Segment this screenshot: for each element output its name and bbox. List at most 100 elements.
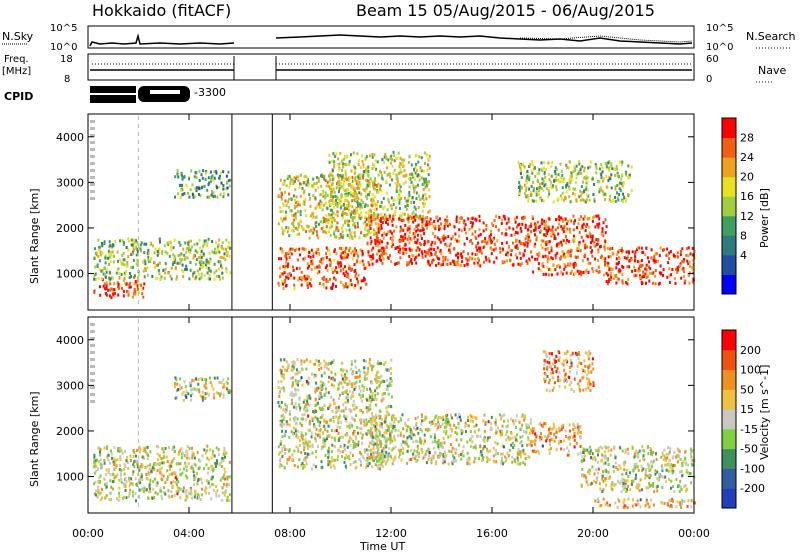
power-echo-cell bbox=[208, 261, 211, 265]
power-echo-cell bbox=[340, 264, 342, 268]
power-echo-cell bbox=[163, 244, 166, 248]
power-echo-cell bbox=[96, 251, 99, 255]
velocity-echo-cell bbox=[341, 385, 344, 389]
velocity-echo-cell bbox=[474, 456, 477, 460]
power-echo-cell bbox=[136, 247, 139, 251]
power-echo-cell bbox=[518, 192, 521, 196]
power-echo-cell bbox=[580, 185, 583, 189]
power-echo-cell bbox=[324, 191, 327, 195]
power-echo-cell bbox=[396, 180, 399, 184]
power-echo-cell bbox=[209, 170, 212, 174]
power-echo-cell bbox=[130, 253, 133, 257]
power-echo-cell bbox=[286, 230, 289, 234]
velocity-echo-cell bbox=[129, 454, 132, 458]
power-echo-cell bbox=[449, 251, 452, 255]
power-echo-cell bbox=[397, 197, 400, 201]
velocity-echo-cell bbox=[308, 422, 311, 426]
power-echo-cell bbox=[359, 166, 362, 169]
power-echo-cell bbox=[407, 220, 410, 224]
power-echo-cell bbox=[349, 278, 352, 282]
velocity-echo-cell bbox=[309, 440, 311, 444]
power-echo-cell bbox=[314, 215, 317, 219]
velocity-echo-cell bbox=[281, 375, 284, 379]
nsearch-trace bbox=[519, 35, 693, 43]
power-echo-cell bbox=[319, 199, 322, 203]
power-echo-cell bbox=[682, 260, 685, 264]
power-echo-cell bbox=[354, 283, 357, 287]
power-echo-cell bbox=[586, 245, 589, 249]
power-echo-cell bbox=[319, 220, 322, 224]
power-echo-cell bbox=[565, 190, 568, 194]
power-echo-cell bbox=[670, 273, 673, 277]
power-echo-cell bbox=[426, 168, 429, 172]
power-echo-cell bbox=[396, 156, 399, 160]
power-echo-cell bbox=[130, 266, 133, 269]
power-echo-cell bbox=[616, 171, 619, 175]
velocity-echo-cell bbox=[185, 489, 188, 492]
velocity-echo-cell bbox=[118, 486, 121, 490]
velocity-echo-cell bbox=[445, 414, 447, 418]
power-echo-cell bbox=[630, 165, 633, 169]
power-echo-cell bbox=[353, 209, 356, 213]
velocity-echo-cell bbox=[308, 403, 311, 407]
power-echo-cell bbox=[587, 194, 590, 198]
power-echo-cell bbox=[221, 276, 224, 280]
power-echo-cell bbox=[617, 277, 620, 281]
velocity-echo-cell bbox=[128, 476, 130, 480]
velocity-echo-cell bbox=[315, 381, 318, 385]
power-echo-cell bbox=[492, 223, 495, 227]
power-echo-cell bbox=[484, 255, 487, 259]
power-echo-cell bbox=[569, 254, 572, 257]
power-echo-cell bbox=[422, 169, 425, 173]
velocity-echo-cell bbox=[344, 400, 347, 404]
velocity-echo-cell bbox=[373, 398, 376, 402]
power-echo-cell bbox=[544, 224, 547, 228]
power-echo-cell bbox=[415, 185, 417, 189]
velocity-echo-cell bbox=[314, 362, 316, 366]
power-echo-cell bbox=[423, 180, 426, 184]
power-echo-cell bbox=[608, 278, 611, 282]
velocity-echo-cell bbox=[280, 401, 283, 404]
power-echo-cell bbox=[227, 193, 230, 197]
power-echo-cell bbox=[423, 182, 425, 186]
power-echo-cell bbox=[488, 235, 491, 239]
velocity-echo-cell bbox=[128, 479, 131, 483]
power-echo-cell bbox=[312, 231, 315, 235]
velocity-echo-cell bbox=[301, 368, 304, 372]
power-echo-cell bbox=[112, 243, 115, 247]
power-echo-cell bbox=[399, 225, 402, 229]
velocity-echo-cell bbox=[369, 441, 372, 445]
power-echo-cell bbox=[352, 187, 355, 191]
velocity-echo-cell bbox=[94, 459, 97, 463]
velocity-echo-cell bbox=[306, 397, 309, 401]
velocity-echo-cell bbox=[179, 473, 182, 477]
power-echo-cell bbox=[420, 176, 423, 180]
power-echo-cell bbox=[554, 237, 557, 241]
velocity-echo-cell bbox=[304, 459, 307, 463]
power-echo-cell bbox=[584, 246, 587, 250]
power-echo-cell bbox=[343, 274, 346, 278]
velocity-echo-cell bbox=[148, 485, 151, 489]
power-echo-cell bbox=[516, 225, 518, 229]
power-echo-cell bbox=[531, 171, 534, 175]
power-echo-cell bbox=[423, 243, 426, 247]
power-echo-cell bbox=[137, 279, 140, 282]
power-echo-cell bbox=[277, 194, 280, 198]
power-echo-cell bbox=[371, 253, 374, 257]
power-echo-cell bbox=[657, 259, 660, 263]
power-echo-cell bbox=[278, 266, 281, 270]
velocity-echo-cell bbox=[189, 488, 192, 492]
power-echo-cell bbox=[585, 185, 588, 189]
power-echo-cell bbox=[328, 153, 331, 157]
velocity-echo-cell bbox=[95, 489, 98, 493]
power-echo-cell bbox=[596, 242, 599, 246]
velocity-echo-cell bbox=[358, 368, 361, 372]
power-echo-cell bbox=[608, 198, 611, 202]
power-echo-cell bbox=[204, 239, 207, 243]
velocity-echo-cell bbox=[145, 451, 148, 455]
velocity-echo-cell bbox=[380, 399, 383, 403]
power-echo-cell bbox=[471, 224, 474, 228]
velocity-echo-cell bbox=[211, 475, 214, 479]
power-echo-cell bbox=[441, 236, 444, 240]
power-echo-cell bbox=[402, 182, 405, 185]
